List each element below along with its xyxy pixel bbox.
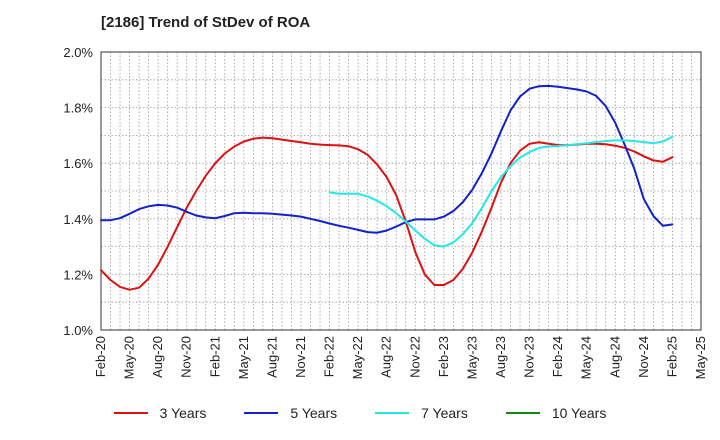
x-tick-label: Nov-21 [293, 336, 308, 378]
legend-swatch-7-years [375, 412, 410, 414]
plot-frame [100, 51, 702, 331]
legend: 3 Years 5 Years 7 Years 10 Years [0, 405, 720, 421]
plot-area [101, 52, 701, 330]
x-tick-label: Nov-20 [179, 336, 194, 378]
x-tick-label: Nov-24 [636, 336, 651, 378]
x-tick-label: May-24 [579, 336, 594, 379]
x-tick-label: Nov-23 [522, 336, 537, 378]
series-line-5-years [100, 84, 674, 234]
chart-title: [2186] Trend of StDev of ROA [101, 14, 311, 31]
y-tick-label: 1.6% [63, 156, 93, 171]
legend-item-5-years: 5 Years [244, 405, 337, 421]
legend-label-5-years: 5 Years [290, 405, 338, 421]
legend-label-10-years: 10 Years [551, 405, 607, 421]
x-tick-label: Aug-22 [379, 336, 394, 378]
legend-item-10-years: 10 Years [505, 405, 607, 421]
legend-item-7-years: 7 Years [375, 405, 468, 421]
x-tick-label: May-22 [350, 336, 365, 379]
x-tick-label: Feb-23 [436, 336, 451, 377]
x-tick-label: Feb-21 [207, 336, 222, 377]
axes: 2.0% 1.8% 1.6% 1.4% 1.2% 1.0%Feb-20 May-20 Aug-… [63, 45, 708, 379]
legend-swatch-5-years [244, 412, 279, 414]
x-tick-label: Feb-22 [322, 336, 337, 377]
x-tick-label: May-21 [236, 336, 251, 379]
x-tick-label: Aug-21 [264, 336, 279, 378]
legend-label-7-years: 7 Years [421, 405, 468, 421]
legend-swatch-3-years [113, 412, 148, 414]
y-tick-label: 1.8% [63, 101, 93, 116]
series-line-7-years [328, 135, 674, 248]
x-tick-label: May-23 [464, 336, 479, 379]
series-lines [100, 84, 674, 291]
y-tick-label: 1.0% [63, 323, 93, 338]
x-tick-label: Aug-23 [493, 336, 508, 378]
x-tick-label: Aug-24 [607, 336, 622, 378]
x-tick-label: May-20 [122, 336, 137, 379]
legend-swatch-10-years [505, 412, 540, 414]
grid [100, 51, 702, 331]
x-tick-label: May-25 [693, 336, 708, 379]
x-tick-label: Feb-25 [664, 336, 679, 377]
x-tick-label: Feb-20 [93, 336, 108, 377]
y-tick-label: 2.0% [63, 45, 93, 60]
x-tick-label: Feb-24 [550, 336, 565, 377]
y-tick-label: 1.2% [63, 267, 93, 282]
legend-item-3-years: 3 Years [113, 405, 207, 421]
y-tick-label: 1.4% [63, 212, 93, 227]
x-tick-label: Nov-22 [407, 336, 422, 378]
x-tick-label: Aug-20 [150, 336, 165, 378]
legend-label-3-years: 3 Years [159, 405, 207, 421]
